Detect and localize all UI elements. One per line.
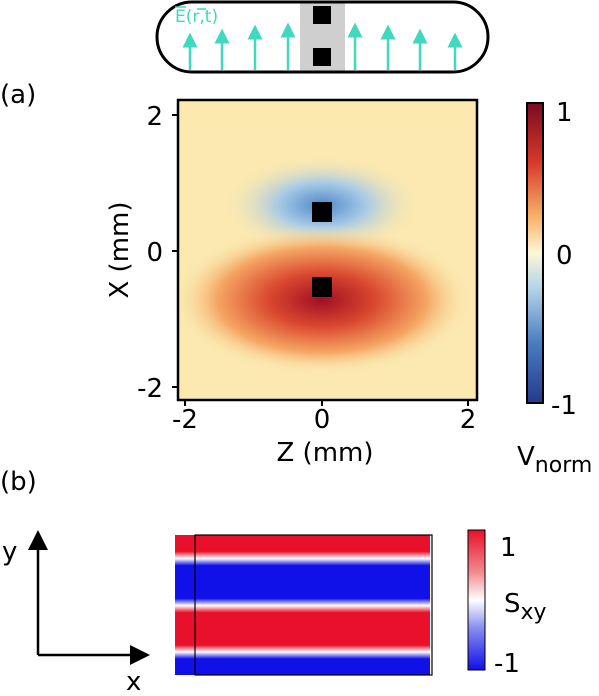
x-axis-label: Z (mm) (276, 438, 373, 468)
y-tick-label: 0 (146, 238, 163, 268)
colorbar-tick-label: 0 (556, 241, 573, 271)
axes-arrows (28, 530, 150, 665)
label-part: V (517, 442, 535, 472)
panel-label: (b) (0, 467, 37, 497)
heatmap (172, 98, 479, 406)
x-tick-label: -2 (172, 405, 198, 435)
label-part: r (192, 7, 199, 27)
label-part: norm (535, 453, 593, 478)
colorbar-label: Vnorm (517, 442, 592, 478)
panel-label: (a) (0, 80, 36, 110)
label-part: E (175, 7, 186, 27)
y-axis-label: X (mm) (105, 201, 135, 298)
colorbar-tick-label: 1 (556, 98, 573, 128)
colorbar-tick-label: -1 (551, 391, 577, 421)
label-part: S (504, 589, 521, 619)
axis-name: x (126, 667, 141, 692)
stripe-map (175, 534, 433, 676)
y-tick-label: 2 (146, 102, 163, 132)
field-label: E(r,t) (175, 7, 218, 27)
y-tick-label: -2 (137, 374, 163, 404)
colorbar (467, 529, 486, 671)
axis-name: y (2, 537, 17, 567)
label-part: ( (186, 7, 193, 27)
x-tick-label: 0 (314, 405, 331, 435)
setup-cartoon: E(r,t) (155, 0, 490, 74)
label-part: xy (521, 600, 547, 625)
colorbar-label: Sxy (504, 589, 547, 625)
colorbar-tick-label: 1 (500, 533, 517, 563)
colorbar (526, 102, 544, 404)
x-tick-label: 2 (460, 405, 477, 435)
label-part: ,t) (199, 7, 218, 27)
colorbar-tick-label: -1 (494, 649, 520, 679)
